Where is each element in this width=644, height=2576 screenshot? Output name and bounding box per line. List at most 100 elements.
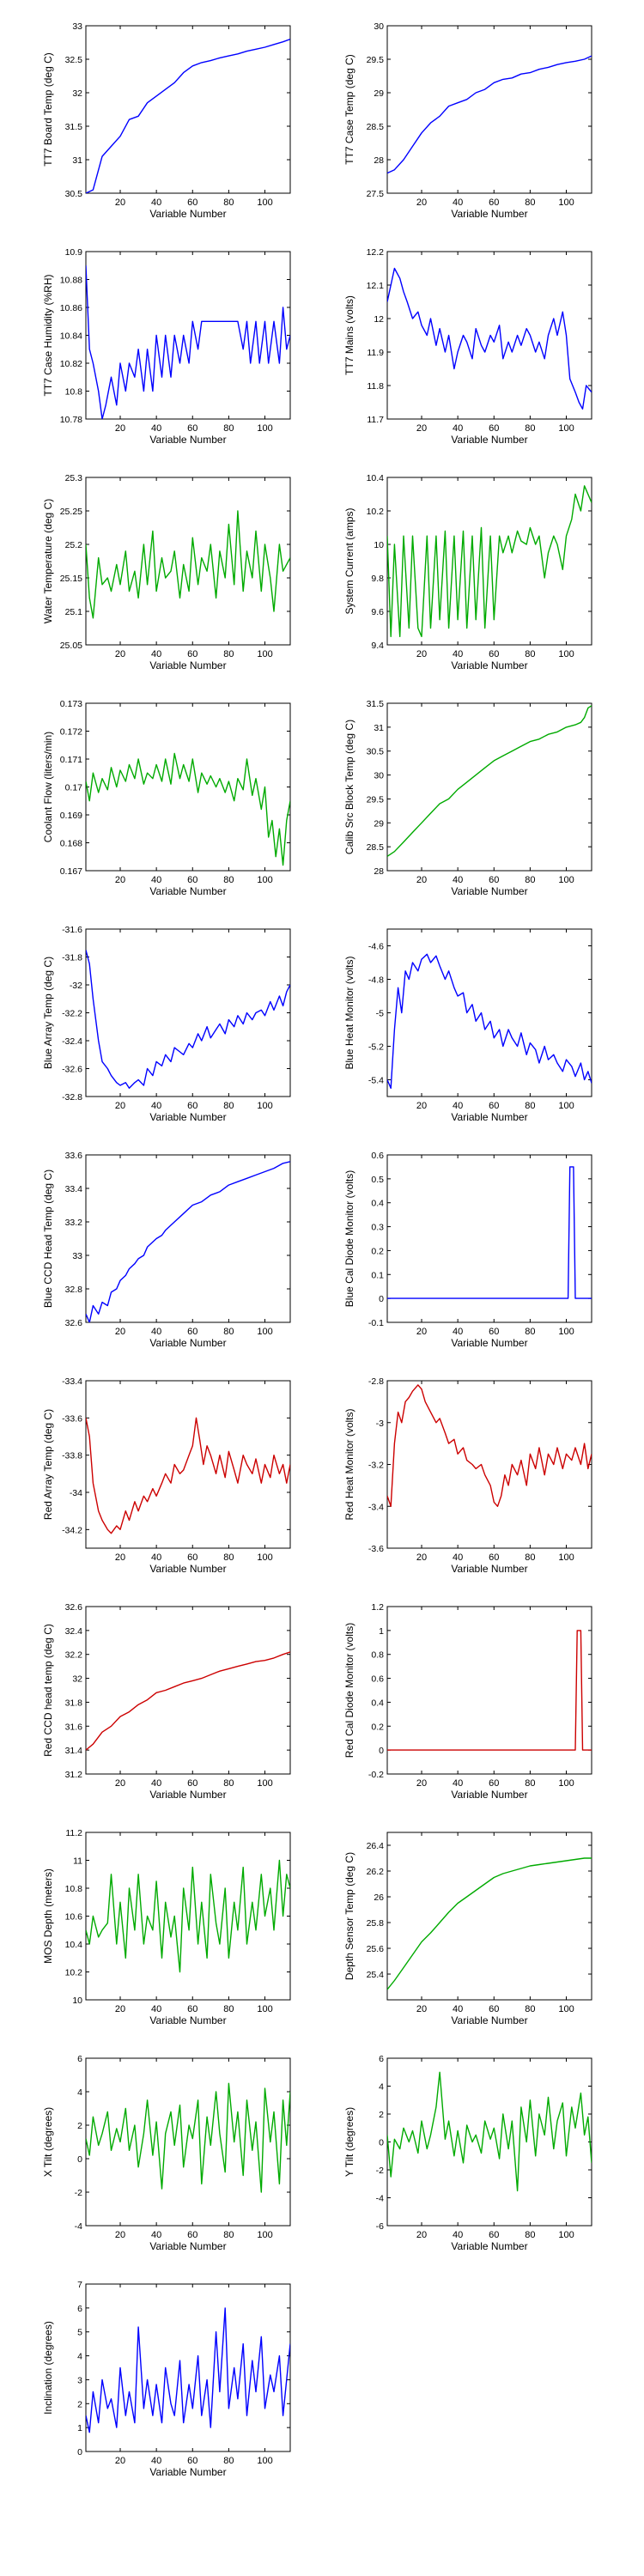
y-tick-label: 30.5: [367, 747, 385, 757]
plot-frame: [85, 1154, 291, 1323]
y-tick-label: 3: [77, 2375, 82, 2385]
y-tick-label: 10.88: [60, 276, 82, 286]
y-tick-label: 31: [374, 723, 384, 733]
x-tick-label: 100: [558, 649, 574, 659]
y-tick-label: 32.5: [65, 55, 83, 65]
y-tick-label: 28: [374, 866, 384, 877]
y-tick-label: -6: [376, 2221, 384, 2232]
y-tick-label: 11.7: [367, 415, 384, 425]
y-tick-label: 6: [379, 2054, 384, 2064]
y-tick-label: 0.172: [60, 727, 82, 738]
x-tick-label: 100: [257, 2456, 272, 2466]
x-tick-label: 60: [489, 649, 499, 659]
x-tick-label: 40: [151, 1101, 161, 1111]
chart-7: 20 40 60 80 100 0.167 0.168 0.169 0.17 0.171 0.172…: [42, 699, 291, 897]
x-tick-label: 40: [453, 2230, 463, 2240]
y-axis-label: Blue Heat Monitor (volts): [343, 956, 355, 1069]
x-tick-label: 40: [453, 1552, 463, 1563]
y-tick-label: 29: [374, 818, 384, 829]
y-tick-label: 4: [77, 2352, 82, 2362]
y-axis-label: Water Temperature (deg C): [42, 499, 54, 623]
y-tick-label: 0.1: [371, 1270, 384, 1280]
y-tick-label: -32: [70, 981, 82, 991]
y-tick-label: 10.8: [65, 387, 83, 398]
y-tick-label: 10.2: [65, 1968, 83, 1978]
y-tick-label: 0.2: [371, 1722, 384, 1732]
x-tick-label: 20: [115, 2230, 125, 2240]
x-tick-label: 80: [223, 875, 234, 885]
y-tick-label: 31.4: [65, 1746, 83, 1756]
y-tick-label: -4: [376, 2194, 384, 2204]
x-tick-label: 20: [115, 1101, 125, 1111]
y-axis-label: System Current (amps): [343, 507, 355, 614]
x-tick-label: 40: [151, 1552, 161, 1563]
x-tick-label: 60: [489, 197, 499, 208]
x-tick-label: 20: [115, 875, 125, 885]
x-tick-label: 60: [489, 1101, 499, 1111]
y-tick-label: 28.5: [367, 122, 385, 132]
x-tick-label: 40: [151, 1327, 161, 1337]
chart-5: 20 40 60 80 100 25.05 25.1 25.15 25.2 25.25 25.3 Va…: [42, 473, 291, 671]
plot-frame: [85, 25, 291, 194]
x-tick-label: 80: [223, 1101, 234, 1111]
y-axis-label: TT7 Case Temp (deg C): [343, 54, 355, 165]
y-tick-label: 33.6: [65, 1151, 83, 1161]
y-tick-label: 2: [77, 2399, 82, 2409]
y-tick-label: 32.6: [65, 1602, 83, 1613]
x-tick-label: 60: [489, 2004, 499, 2014]
x-tick-label: 80: [223, 1552, 234, 1563]
y-tick-label: -34: [70, 1488, 82, 1498]
plot-frame: [386, 251, 592, 420]
x-tick-label: 40: [453, 1778, 463, 1789]
y-tick-label: -33.4: [62, 1376, 82, 1387]
series-line: [86, 1161, 290, 1322]
series-line: [387, 485, 592, 637]
series-line: [86, 1859, 290, 1973]
x-tick-label: 40: [151, 1778, 161, 1789]
x-tick-label: 80: [525, 649, 535, 659]
x-tick-label: 60: [489, 875, 499, 885]
x-tick-label: 100: [558, 1101, 574, 1111]
y-tick-label: 32.8: [65, 1285, 83, 1295]
series-line: [387, 705, 592, 857]
x-tick-label: 40: [151, 875, 161, 885]
y-tick-label: 6: [77, 2054, 82, 2064]
y-tick-label: 4: [379, 2082, 384, 2093]
x-tick-label: 100: [257, 423, 272, 434]
x-axis-label: Variable Number: [149, 208, 226, 220]
x-tick-label: 60: [187, 197, 197, 208]
x-tick-label: 20: [115, 197, 125, 208]
y-tick-label: 0.171: [60, 755, 82, 765]
y-tick-label: 1: [77, 2423, 82, 2433]
series-line: [86, 752, 290, 866]
x-tick-label: 60: [187, 1552, 197, 1563]
x-tick-label: 40: [151, 2230, 161, 2240]
y-tick-label: 10.9: [65, 247, 83, 258]
x-tick-label: 40: [453, 1101, 463, 1111]
x-axis-label: Variable Number: [451, 434, 527, 446]
y-tick-label: 31.5: [65, 122, 83, 132]
x-tick-label: 80: [525, 875, 535, 885]
y-tick-label: 10.4: [367, 473, 385, 483]
y-tick-label: 32.4: [65, 1626, 83, 1637]
x-tick-label: 100: [558, 423, 574, 434]
y-tick-label: 30.5: [65, 189, 83, 199]
chart-1: 20 40 60 80 100 30.5 31 31.5 32 32.5 33 Variable Nu…: [42, 21, 291, 220]
chart-21: 20 40 60 80 100 0 1 2 3 4 5 6 7 Variable Number Inclin…: [42, 2280, 291, 2478]
y-tick-label: -5: [376, 1009, 384, 1019]
y-tick-label: 31.6: [65, 1722, 83, 1732]
x-tick-label: 80: [525, 1552, 535, 1563]
y-tick-label: 33.4: [65, 1184, 83, 1194]
y-tick-label: 25.25: [60, 507, 82, 517]
x-tick-label: 60: [187, 423, 197, 434]
x-tick-label: 100: [257, 875, 272, 885]
y-tick-label: 10.8: [65, 1884, 83, 1894]
x-tick-label: 20: [115, 1327, 125, 1337]
series-line: [86, 1651, 290, 1751]
y-tick-label: 10: [374, 540, 384, 550]
x-axis-label: Variable Number: [149, 1789, 226, 1801]
y-axis-label: Y Tilt (degrees): [343, 2107, 355, 2177]
x-tick-label: 40: [453, 1327, 463, 1337]
x-tick-label: 80: [223, 2230, 234, 2240]
x-tick-label: 60: [489, 1327, 499, 1337]
